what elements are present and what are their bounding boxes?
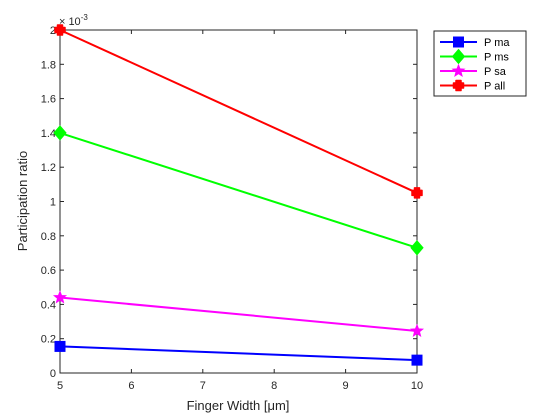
- y-axis-ticks: 0 0.2 0.4 0.6 0.8 1 1.2 1.4 1.6 1.8 2: [41, 25, 417, 380]
- x-tick-label: 7: [200, 380, 206, 392]
- series-line-p-ms: [59, 131, 418, 249]
- series-line-p-sa: [59, 296, 418, 332]
- y-tick-label: 1.4: [41, 128, 56, 140]
- y-tick-label: 0.2: [41, 334, 56, 346]
- data-point-p-ma: [411, 354, 423, 366]
- x-tick-label: 10: [411, 380, 423, 392]
- legend-label: P sa: [484, 66, 507, 78]
- legend-item-p-ms: P ms: [440, 48, 509, 65]
- series-p-ma: [54, 340, 423, 366]
- data-point-p-ms: [410, 240, 424, 256]
- data-point-p-sa: [52, 290, 68, 304]
- plot-area: [59, 29, 418, 374]
- y-tick-label: 2: [50, 25, 56, 37]
- data-point-p-ma: [54, 340, 66, 352]
- legend-swatch-marker: [452, 79, 465, 92]
- data-point-p-all: [411, 187, 423, 199]
- series-layer: [52, 24, 425, 366]
- series-line-p-all: [59, 29, 418, 194]
- y-tick-label: 1.6: [41, 94, 56, 106]
- y-tick-label: 1: [50, 197, 56, 209]
- legend-swatch-marker: [451, 63, 466, 77]
- y-tick-label: 0.8: [41, 231, 56, 243]
- legend-swatch-marker: [453, 36, 464, 48]
- x-axis-label: Finger Width [μm]: [187, 398, 290, 413]
- y-axis-label: Participation ratio: [15, 151, 30, 251]
- y-tick-label: 0.4: [41, 299, 56, 311]
- y-tick-label: 1.8: [41, 59, 56, 71]
- data-point-p-ms: [53, 125, 67, 141]
- x-tick-label: 8: [271, 380, 277, 392]
- series-p-sa: [52, 290, 425, 337]
- data-point-p-all: [54, 24, 66, 36]
- x-tick-label: 5: [57, 380, 63, 392]
- legend-label: P ms: [484, 52, 509, 64]
- legend-item-p-sa: P sa: [440, 63, 507, 78]
- series-p-ms: [53, 125, 424, 256]
- x-tick-label: 6: [128, 380, 134, 392]
- legend-item-p-ma: P ma: [440, 36, 510, 49]
- y-tick-label: 0.6: [41, 265, 56, 277]
- legend-swatch-marker: [451, 48, 466, 65]
- legend-item-p-all: P all: [440, 79, 505, 93]
- series-line-p-ma: [59, 345, 418, 362]
- y-tick-label: 0: [50, 368, 56, 380]
- data-point-p-sa: [409, 323, 425, 337]
- y-tick-label: 1.2: [41, 162, 56, 174]
- legend-label: P all: [484, 81, 505, 93]
- legend: P ma P ms P sa P all: [433, 30, 527, 97]
- x-axis-ticks: 5 6 7 8 9 10: [57, 30, 423, 392]
- x-tick-label: 9: [343, 380, 349, 392]
- axes-box: [59, 29, 418, 374]
- legend-label: P ma: [484, 37, 510, 49]
- series-p-all: [54, 24, 423, 199]
